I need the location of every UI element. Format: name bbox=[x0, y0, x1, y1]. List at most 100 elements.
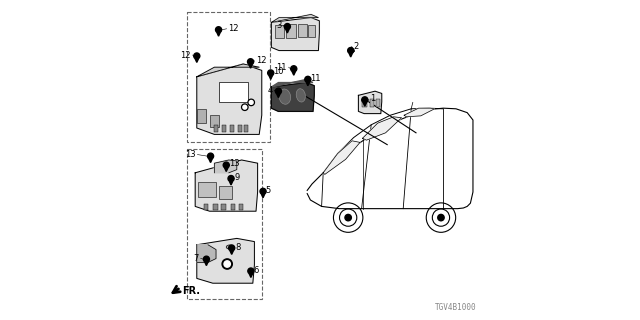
Text: 12: 12 bbox=[256, 56, 266, 65]
Ellipse shape bbox=[279, 89, 291, 104]
Circle shape bbox=[216, 27, 221, 33]
Polygon shape bbox=[195, 160, 258, 211]
Polygon shape bbox=[230, 181, 233, 185]
Bar bbox=[298, 24, 307, 37]
Circle shape bbox=[223, 162, 229, 168]
Polygon shape bbox=[197, 64, 262, 134]
Polygon shape bbox=[307, 82, 310, 86]
Bar bbox=[308, 25, 315, 37]
Polygon shape bbox=[225, 168, 228, 172]
Polygon shape bbox=[205, 262, 208, 266]
Polygon shape bbox=[349, 53, 352, 57]
Text: 12: 12 bbox=[180, 51, 191, 60]
Text: 12: 12 bbox=[228, 24, 239, 33]
Text: FR.: FR. bbox=[182, 286, 200, 296]
Ellipse shape bbox=[227, 245, 234, 249]
Bar bbox=[238, 125, 242, 132]
Polygon shape bbox=[358, 91, 381, 114]
Polygon shape bbox=[307, 108, 473, 209]
Bar bbox=[231, 204, 236, 210]
Bar bbox=[214, 125, 218, 132]
Circle shape bbox=[207, 153, 214, 159]
Text: 13: 13 bbox=[230, 159, 240, 168]
Ellipse shape bbox=[349, 49, 355, 52]
Polygon shape bbox=[271, 79, 313, 87]
Circle shape bbox=[243, 105, 247, 109]
Circle shape bbox=[242, 104, 248, 110]
Polygon shape bbox=[197, 238, 254, 283]
Polygon shape bbox=[271, 14, 319, 22]
Bar bbox=[362, 99, 367, 107]
Circle shape bbox=[194, 53, 200, 59]
Polygon shape bbox=[230, 251, 234, 254]
Text: 6: 6 bbox=[253, 266, 259, 275]
Circle shape bbox=[284, 23, 291, 30]
Circle shape bbox=[291, 66, 297, 72]
Polygon shape bbox=[197, 245, 216, 262]
Bar bbox=[197, 109, 206, 123]
Bar bbox=[187, 12, 270, 142]
Circle shape bbox=[248, 99, 254, 106]
Polygon shape bbox=[249, 274, 252, 277]
Bar bbox=[219, 186, 232, 199]
Bar bbox=[210, 115, 219, 127]
Text: 10: 10 bbox=[273, 68, 284, 76]
Bar bbox=[370, 99, 374, 107]
Polygon shape bbox=[404, 108, 435, 117]
Circle shape bbox=[275, 88, 282, 94]
Text: 11: 11 bbox=[276, 63, 287, 72]
Polygon shape bbox=[195, 59, 198, 62]
Text: 7: 7 bbox=[194, 254, 199, 263]
Bar bbox=[219, 82, 248, 102]
Polygon shape bbox=[271, 18, 319, 51]
Polygon shape bbox=[209, 159, 212, 163]
Polygon shape bbox=[285, 29, 289, 33]
Polygon shape bbox=[269, 76, 273, 79]
Polygon shape bbox=[364, 103, 366, 106]
Bar bbox=[214, 204, 218, 210]
Polygon shape bbox=[277, 94, 280, 98]
Text: 4: 4 bbox=[268, 86, 273, 95]
Bar bbox=[204, 204, 208, 210]
Polygon shape bbox=[262, 194, 265, 198]
Circle shape bbox=[204, 256, 209, 262]
Bar bbox=[275, 25, 284, 38]
Circle shape bbox=[228, 175, 234, 181]
Bar bbox=[187, 149, 262, 299]
Circle shape bbox=[250, 100, 253, 104]
Text: TGV4B1000: TGV4B1000 bbox=[435, 303, 477, 312]
Text: 11: 11 bbox=[310, 74, 321, 83]
Bar bbox=[222, 125, 226, 132]
Polygon shape bbox=[292, 72, 296, 75]
Text: 9: 9 bbox=[234, 173, 239, 182]
Polygon shape bbox=[197, 64, 259, 77]
Bar bbox=[239, 204, 243, 210]
Polygon shape bbox=[217, 33, 220, 36]
Polygon shape bbox=[271, 83, 314, 111]
Circle shape bbox=[224, 261, 230, 267]
Circle shape bbox=[362, 97, 368, 103]
Circle shape bbox=[305, 76, 311, 82]
Circle shape bbox=[268, 70, 274, 76]
Circle shape bbox=[438, 214, 444, 221]
Ellipse shape bbox=[296, 89, 305, 102]
Circle shape bbox=[348, 47, 354, 53]
Circle shape bbox=[260, 188, 266, 194]
Bar bbox=[376, 99, 380, 107]
Bar bbox=[287, 24, 296, 38]
Polygon shape bbox=[362, 117, 402, 140]
Polygon shape bbox=[249, 65, 252, 68]
Circle shape bbox=[228, 245, 235, 251]
Text: 5: 5 bbox=[265, 186, 271, 195]
Bar bbox=[221, 204, 226, 210]
Polygon shape bbox=[323, 141, 360, 174]
Bar bbox=[244, 125, 248, 132]
Text: 1: 1 bbox=[370, 94, 375, 103]
Circle shape bbox=[248, 268, 254, 274]
Bar bbox=[230, 125, 234, 132]
Text: 8: 8 bbox=[235, 243, 240, 252]
Circle shape bbox=[345, 214, 351, 221]
Bar bbox=[198, 182, 216, 197]
Circle shape bbox=[248, 59, 253, 65]
Polygon shape bbox=[214, 160, 237, 173]
